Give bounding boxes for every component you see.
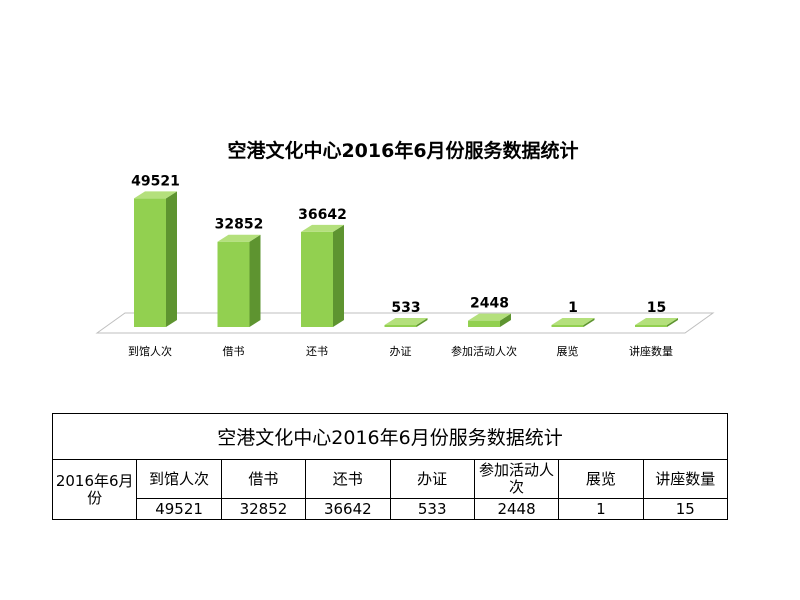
bar-side [249,234,261,327]
bar-front [635,325,667,327]
bar-front [301,231,333,327]
bar-top [635,318,678,325]
data-label: 2448 [470,296,509,312]
table-header-cell: 展览 [558,459,644,499]
bar-side [583,318,595,327]
bar-top [134,191,177,199]
bar [635,318,678,327]
x-axis-tick-labels: 到馆人次 借书 还书 办证 参加活动人次 展览 讲座数量 [128,344,673,358]
bar-top [384,318,428,325]
table-header-cell: 讲座数量 [642,459,729,499]
table-row-label: 2016年6月份 [51,459,138,520]
bar [384,318,428,327]
x-tick-label: 办证 [390,345,412,358]
data-label: 533 [391,300,420,316]
bar-top [551,318,595,325]
table-cell: 2448 [473,498,560,520]
bar [134,191,177,327]
data-labels: 49521 32852 36642 533 2448 1 15 [131,173,666,316]
x-tick-label: 还书 [306,345,328,358]
stats-table: 空港文化中心2016年6月份服务数据统计 2016年6月份 到馆人次 借书 还书… [51,413,729,520]
bar-series [134,191,678,327]
bar [217,234,261,327]
bar-front [217,241,250,327]
bar [468,313,511,327]
bar-front [134,198,166,327]
bar-side [333,224,344,327]
data-label: 32852 [215,217,264,233]
bar-front [551,325,584,327]
data-label: 1 [568,300,578,316]
bar-side [166,191,177,327]
data-label: 15 [647,300,666,316]
data-label: 36642 [298,207,347,223]
table-header-cell: 参加活动人次 [473,459,560,499]
table-header-cell: 借书 [220,459,307,499]
table-cell: 36642 [305,498,391,520]
bar-top [301,224,344,232]
bar-side [500,313,511,327]
table-cell: 49521 [136,498,222,520]
table-cell: 533 [389,498,475,520]
x-tick-label: 借书 [223,345,245,358]
table-cell: 15 [642,498,729,520]
bar-top [468,313,511,321]
bar-side [416,318,428,327]
table-row: 49521 32852 36642 533 2448 1 15 [53,498,729,520]
bar-chart: 空港文化中心2016年6月份服务数据统计 49521 32852 36642 533 2… [95,139,715,358]
table-header-cell: 办证 [389,459,475,499]
bar [551,318,595,327]
x-tick-label: 展览 [557,344,579,358]
table-header-cell: 到馆人次 [136,459,222,499]
table-cell: 32852 [220,498,307,520]
bar-side [667,318,678,327]
bar-top [217,234,261,242]
table-cell: 1 [558,498,644,520]
chart-title: 空港文化中心2016年6月份服务数据统计 [227,139,578,162]
x-tick-label: 讲座数量 [629,344,673,358]
bar [301,224,344,327]
bar-front [468,320,500,327]
table-title: 空港文化中心2016年6月份服务数据统计 [52,413,728,460]
data-label: 49521 [131,173,180,189]
x-tick-label: 到馆人次 [128,344,172,358]
table-header-cell: 还书 [305,459,391,499]
table-header-row: 2016年6月份 到馆人次 借书 还书 办证 参加活动人次 展览 讲座数量 [51,459,729,520]
bar-front [384,325,417,327]
x-tick-label: 参加活动人次 [451,344,517,358]
